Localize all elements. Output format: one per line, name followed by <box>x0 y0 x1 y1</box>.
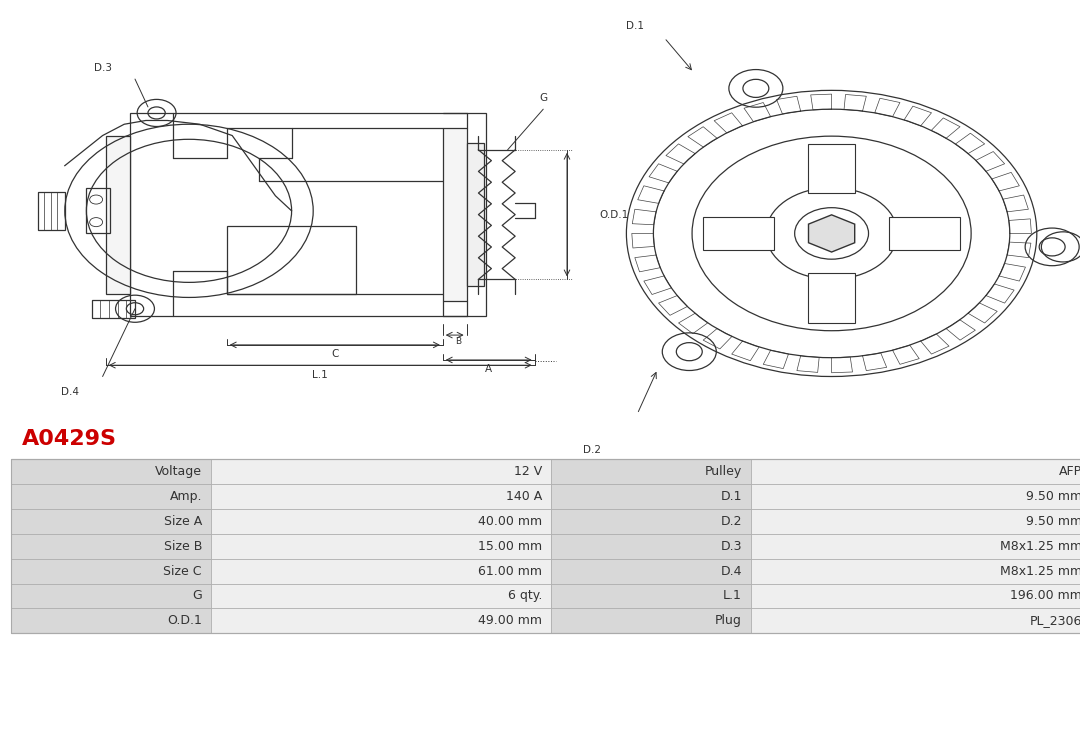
Bar <box>551 608 751 633</box>
Bar <box>211 509 551 534</box>
Bar <box>106 136 130 294</box>
Text: D.3: D.3 <box>94 62 111 73</box>
Text: Pulley: Pulley <box>705 465 742 478</box>
Text: Size A: Size A <box>164 515 202 528</box>
Text: Size C: Size C <box>163 565 202 578</box>
Text: B: B <box>455 337 461 346</box>
Text: 140 A: 140 A <box>505 490 542 503</box>
Text: M8x1.25 mm: M8x1.25 mm <box>1000 540 1080 553</box>
Bar <box>211 534 551 559</box>
Bar <box>751 484 1080 509</box>
Text: G: G <box>192 590 202 602</box>
Bar <box>467 143 484 286</box>
Polygon shape <box>809 215 854 252</box>
Bar <box>227 226 356 294</box>
Bar <box>211 584 551 608</box>
Bar <box>11 534 211 559</box>
Text: 49.00 mm: 49.00 mm <box>478 614 542 627</box>
Text: L.1: L.1 <box>724 590 742 602</box>
Text: Plug: Plug <box>715 614 742 627</box>
Bar <box>211 559 551 584</box>
Bar <box>11 608 211 633</box>
Bar <box>751 608 1080 633</box>
Bar <box>11 484 211 509</box>
Text: G: G <box>539 93 548 103</box>
Text: M8x1.25 mm: M8x1.25 mm <box>1000 565 1080 578</box>
Polygon shape <box>889 217 960 250</box>
Bar <box>551 509 751 534</box>
Text: D.1: D.1 <box>720 490 742 503</box>
Text: D.3: D.3 <box>720 540 742 553</box>
Bar <box>11 459 211 484</box>
Polygon shape <box>808 273 855 323</box>
Bar <box>551 459 751 484</box>
Text: D.2: D.2 <box>583 445 602 456</box>
Text: D.4: D.4 <box>720 565 742 578</box>
Bar <box>92 300 135 318</box>
Text: D.1: D.1 <box>626 21 645 32</box>
Bar <box>551 534 751 559</box>
Bar <box>551 584 751 608</box>
Text: 6 qty.: 6 qty. <box>508 590 542 602</box>
Bar <box>11 459 1080 633</box>
Text: O.D.1: O.D.1 <box>167 614 202 627</box>
Text: L.1: L.1 <box>312 370 328 380</box>
Bar <box>211 484 551 509</box>
Text: 40.00 mm: 40.00 mm <box>478 515 542 528</box>
Bar <box>751 509 1080 534</box>
Bar <box>551 559 751 584</box>
Bar <box>38 192 65 230</box>
Text: 196.00 mm: 196.00 mm <box>1010 590 1080 602</box>
Bar <box>211 459 551 484</box>
Text: Amp.: Amp. <box>170 490 202 503</box>
Bar <box>751 584 1080 608</box>
Text: 9.50 mm: 9.50 mm <box>1026 490 1080 503</box>
Bar <box>130 113 486 316</box>
Text: Size B: Size B <box>163 540 202 553</box>
Text: Voltage: Voltage <box>154 465 202 478</box>
Text: C: C <box>332 349 338 359</box>
Bar <box>551 484 751 509</box>
Text: 12 V: 12 V <box>514 465 542 478</box>
Text: O.D.1: O.D.1 <box>599 209 629 220</box>
Text: D.2: D.2 <box>720 515 742 528</box>
Bar <box>11 509 211 534</box>
Bar <box>86 188 110 233</box>
Bar <box>751 459 1080 484</box>
Bar <box>11 559 211 584</box>
Text: A: A <box>485 364 492 374</box>
Polygon shape <box>703 217 774 250</box>
Bar <box>11 584 211 608</box>
Text: AFP: AFP <box>1059 465 1080 478</box>
Text: A0429S: A0429S <box>22 429 117 450</box>
Text: 9.50 mm: 9.50 mm <box>1026 515 1080 528</box>
Bar <box>751 534 1080 559</box>
Text: PL_2306: PL_2306 <box>1030 614 1080 627</box>
Polygon shape <box>808 144 855 194</box>
Bar <box>751 559 1080 584</box>
Text: 15.00 mm: 15.00 mm <box>478 540 542 553</box>
Text: D.4: D.4 <box>62 386 79 397</box>
Bar <box>443 128 467 301</box>
Bar <box>211 608 551 633</box>
Text: 61.00 mm: 61.00 mm <box>478 565 542 578</box>
